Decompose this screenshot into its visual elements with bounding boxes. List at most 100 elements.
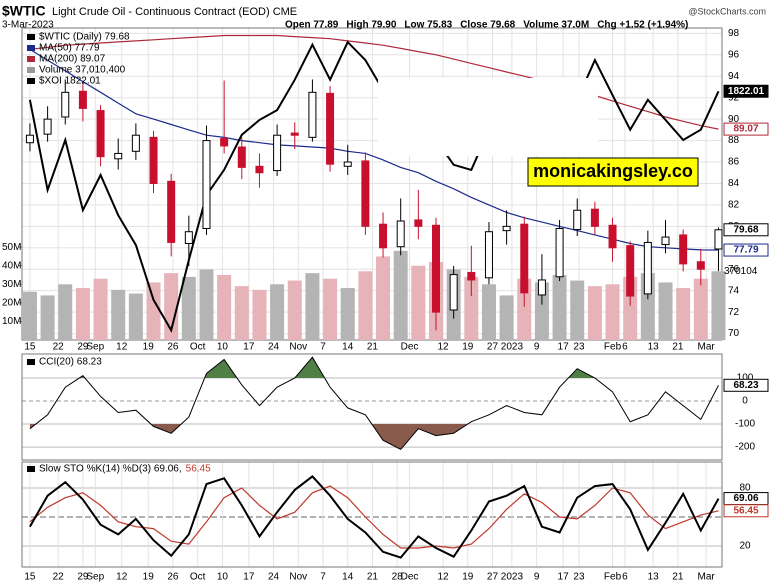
value-badge-label: 89.07 (733, 124, 758, 135)
x-tick-label: Mar (697, 572, 715, 583)
value-badge (723, 504, 769, 518)
x-tick-label: 12 (116, 572, 128, 583)
x-tick-label: Nov (289, 572, 307, 583)
x-tick-label: Feb (604, 342, 622, 353)
x-tick-label: 21 (672, 342, 684, 353)
volume-bar (676, 288, 691, 340)
candle-body (184, 231, 193, 245)
candle-body (25, 134, 34, 144)
volume-bar (481, 284, 496, 340)
legend-swatch (27, 67, 35, 73)
legend-swatch (27, 34, 35, 40)
x-tick-label: 29 (77, 342, 89, 353)
x-tick-label: 26 (167, 342, 179, 353)
volume-bar (570, 280, 585, 340)
volume-bar (22, 291, 37, 340)
x-tick-label: 29 (77, 572, 89, 583)
volume-bar (128, 293, 143, 340)
x-tick-label: Sep (86, 572, 104, 583)
volume-bar (270, 284, 285, 340)
x-tick-label: 19 (462, 342, 474, 353)
candle-body (202, 140, 211, 229)
legend-swatch (27, 359, 35, 365)
legend-label: $XOI 1822.01 (39, 76, 101, 87)
candle-body (43, 118, 52, 135)
x-tick-label: 17 (558, 572, 570, 583)
candle-body (573, 209, 582, 231)
x-tick-label: 21 (672, 572, 684, 583)
annotation-box (378, 78, 598, 156)
plot-layer: 70727476788082848688909294969810M20M30M4… (2, 20, 769, 583)
candle-body (555, 227, 564, 278)
candle-body (273, 134, 282, 172)
volume-bar (305, 273, 320, 340)
x-tick-label: 2023 (501, 342, 524, 353)
y-tick-label: 0 (742, 396, 748, 407)
x-tick-label: 15 (24, 572, 36, 583)
legend-label: MA(200) 89.07 (39, 54, 106, 65)
volume-bar (58, 284, 73, 340)
x-tick-label: 17 (243, 342, 255, 353)
x-tick-label: 14 (342, 342, 354, 353)
y-tick-label: 94 (728, 71, 740, 82)
volume-bar (693, 278, 708, 340)
candle-body (520, 223, 529, 294)
legend-label: MA(50) 77.79 (39, 43, 100, 54)
chart-subtitle: Light Crude Oil - Continuous Contract (E… (52, 6, 297, 18)
candle-body (308, 91, 317, 138)
candle-body (431, 224, 440, 313)
quote-item: Low 75.83 (404, 20, 452, 31)
chart-title: $WTIC (2, 3, 46, 19)
y-tick-label: 76 (728, 264, 740, 275)
volume-bar (146, 282, 161, 340)
volume-badge-label: 370104 (724, 266, 758, 277)
x-tick-label: Nov (289, 342, 307, 353)
volume-bar (40, 295, 55, 340)
candle-body (131, 134, 140, 152)
value-badge-label: 69.06 (733, 493, 758, 504)
quote-item: Open 77.89 (285, 20, 339, 31)
y-tick-label: 96 (728, 49, 740, 60)
x-tick-label: 23 (573, 572, 585, 583)
volume-bar (93, 278, 108, 340)
volume-tick-label: 30M (2, 279, 21, 290)
x-tick-label: 13 (648, 572, 660, 583)
chart-date: 3-Mar-2023 (2, 20, 54, 31)
x-tick-label: 7 (320, 572, 326, 583)
volume-bar (464, 276, 479, 340)
x-tick-label: Sep (86, 342, 104, 353)
volume-bar (393, 250, 408, 340)
volume-bar (252, 289, 267, 340)
candle-body (661, 236, 670, 246)
x-tick-label: 19 (462, 572, 474, 583)
candle-body (643, 241, 652, 295)
series-line (29, 475, 720, 559)
volume-bar (534, 282, 549, 340)
x-tick-label: 22 (53, 572, 65, 583)
series-line (28, 40, 720, 333)
candle-body (396, 220, 405, 248)
x-tick-label: Dec (401, 342, 419, 353)
candle-body (114, 152, 123, 160)
candle-body (326, 92, 335, 165)
volume-bar (587, 286, 602, 340)
legend-label: CCI(20) 68.23 (39, 357, 102, 368)
value-badge (723, 122, 769, 136)
x-tick-label: 10 (217, 342, 229, 353)
candle-body (714, 229, 723, 250)
volume-bar (711, 271, 726, 340)
legend-swatch (27, 466, 35, 472)
value-badge-label: 56.45 (733, 505, 758, 516)
value-badge (723, 243, 769, 257)
y-tick-label: 86 (728, 157, 740, 168)
candle-body (484, 231, 493, 279)
x-tick-label: 12 (437, 572, 449, 583)
volume-tick-label: 50M (2, 242, 21, 253)
volume-bar (517, 278, 532, 340)
series-line (29, 48, 719, 251)
candle-body (220, 137, 229, 147)
x-tick-label: 7 (320, 342, 326, 353)
legend-swatch (27, 45, 35, 51)
volume-bar (340, 288, 355, 340)
